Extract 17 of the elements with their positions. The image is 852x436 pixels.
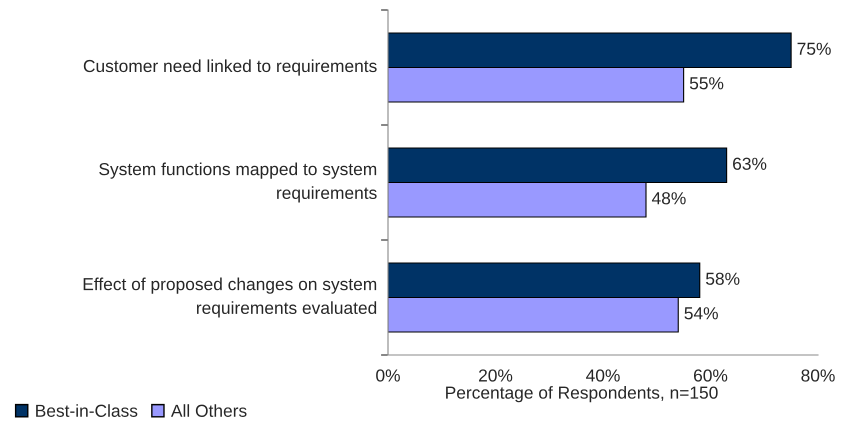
legend-label: All Others	[170, 404, 247, 417]
x-tick-label: 0%	[376, 369, 400, 382]
data-label: 48%	[652, 192, 686, 204]
x-tick-label: 40%	[586, 369, 620, 382]
data-label: 58%	[706, 272, 740, 285]
x-axis-title: Percentage of Respondents, n=150	[446, 386, 718, 402]
y-tick-label: Customer need linked to requirements	[84, 59, 377, 76]
data-label: 63%	[733, 158, 766, 170]
x-tick-label: 60%	[694, 369, 728, 382]
data-label: 75%	[798, 42, 831, 55]
data-label: 55%	[690, 77, 724, 90]
x-tick-label: 80%	[801, 369, 835, 382]
data-label: 54%	[684, 307, 718, 320]
legend-label: Best-in-Class	[36, 404, 138, 417]
x-tick-label: 20%	[479, 369, 512, 382]
y-tick-label: Effect of proposed changes on system requirements evaluated	[84, 278, 376, 318]
y-tick-label: System functions mapped to system requirements	[99, 162, 377, 202]
